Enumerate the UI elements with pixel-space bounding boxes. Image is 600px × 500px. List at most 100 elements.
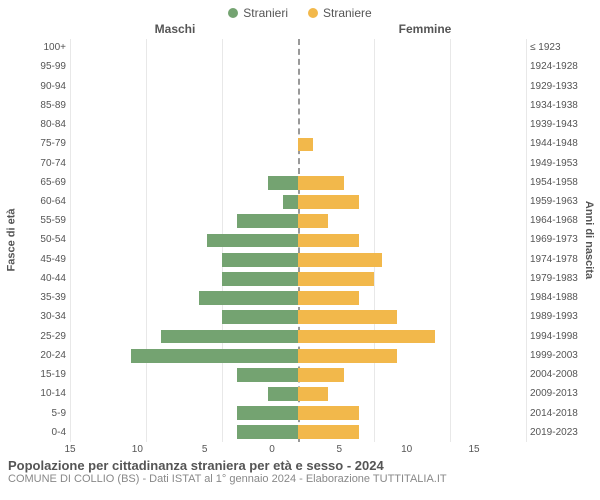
birth-label: 1934-1938 [526,96,582,115]
bar-female [298,406,359,420]
age-label: 20-24 [18,346,70,365]
bar-row [70,77,526,96]
age-label: 75-79 [18,134,70,153]
bar-female [298,330,435,344]
bar-row [70,250,526,269]
bar-row [70,212,526,231]
plot-area [70,38,526,442]
age-label: 25-29 [18,327,70,346]
legend-item-male: Stranieri [228,6,288,20]
bar-female [298,138,313,152]
legend-item-female: Straniere [308,6,372,20]
bar-male [268,387,298,401]
bar-male [268,176,298,190]
bar-male [199,291,298,305]
bar-row [70,269,526,288]
bar-row [70,58,526,77]
xaxis-tick: 5 [337,444,343,455]
age-label: 45-49 [18,250,70,269]
bar-male [237,425,298,439]
age-label: 90-94 [18,76,70,95]
age-label: 100+ [18,38,70,57]
bar-row [70,327,526,346]
xaxis-tick: 15 [468,444,479,455]
bar-male [222,272,298,286]
birth-label: 1989-1993 [526,307,582,326]
age-label: 30-34 [18,307,70,326]
bar-female [298,425,359,439]
age-label: 15-19 [18,365,70,384]
bar-row [70,231,526,250]
legend-label-male: Stranieri [243,6,288,20]
age-label: 5-9 [18,403,70,422]
bar-female [298,368,344,382]
bar-row [70,39,526,58]
column-headers: Maschi Femmine [0,22,600,38]
bar-male [237,368,298,382]
birth-label: 1939-1943 [526,115,582,134]
birth-label: 1929-1933 [526,76,582,95]
birth-label: 1969-1973 [526,230,582,249]
bar-row [70,97,526,116]
bar-row [70,154,526,173]
birth-label: ≤ 1923 [526,38,582,57]
birth-label: 1994-1998 [526,327,582,346]
xaxis-tick: 0 [269,444,275,455]
bar-female [298,387,328,401]
age-label: 55-59 [18,211,70,230]
bar-row [70,308,526,327]
bar-female [298,291,359,305]
header-right: Femmine [300,22,550,36]
bar-female [298,176,344,190]
age-label: 35-39 [18,288,70,307]
bar-row [70,193,526,212]
bar-female [298,349,397,363]
birth-label: 2004-2008 [526,365,582,384]
birth-label: 1974-1978 [526,250,582,269]
bar-row [70,423,526,442]
bar-male [161,330,298,344]
legend: Stranieri Straniere [0,0,600,22]
bar-male [207,234,298,248]
yaxis-label-right: Anni di nascita [582,38,596,442]
bar-male [222,310,298,324]
xaxis: 15105051015 [70,442,474,456]
age-label: 40-44 [18,269,70,288]
yaxis-label-left: Fasce di età [4,38,18,442]
bar-row [70,135,526,154]
chart-title: Popolazione per cittadinanza straniera p… [8,458,592,473]
birth-labels: ≤ 19231924-19281929-19331934-19381939-19… [526,38,582,442]
birth-label: 1984-1988 [526,288,582,307]
age-label: 95-99 [18,57,70,76]
chart-subtitle: COMUNE DI COLLIO (BS) - Dati ISTAT al 1°… [8,473,592,485]
birth-label: 1924-1928 [526,57,582,76]
bar-male [131,349,298,363]
age-label: 65-69 [18,173,70,192]
age-label: 50-54 [18,230,70,249]
birth-label: 1959-1963 [526,192,582,211]
bar-female [298,310,397,324]
bar-row [70,288,526,307]
birth-label: 2019-2023 [526,423,582,442]
age-label: 10-14 [18,384,70,403]
age-label: 85-89 [18,96,70,115]
bar-female [298,195,359,209]
bar-row [70,346,526,365]
birth-label: 2014-2018 [526,403,582,422]
bar-row [70,173,526,192]
age-label: 80-84 [18,115,70,134]
bar-row [70,116,526,135]
bar-male [222,253,298,267]
bar-row [70,365,526,384]
birth-label: 1954-1958 [526,173,582,192]
bar-row [70,404,526,423]
age-label: 0-4 [18,423,70,442]
birth-label: 1964-1968 [526,211,582,230]
birth-label: 1944-1948 [526,134,582,153]
age-labels: 100+95-9990-9485-8980-8475-7970-7465-696… [18,38,70,442]
bar-male [237,214,298,228]
bar-female [298,253,382,267]
bar-row [70,384,526,403]
birth-label: 1979-1983 [526,269,582,288]
header-left: Maschi [50,22,300,36]
